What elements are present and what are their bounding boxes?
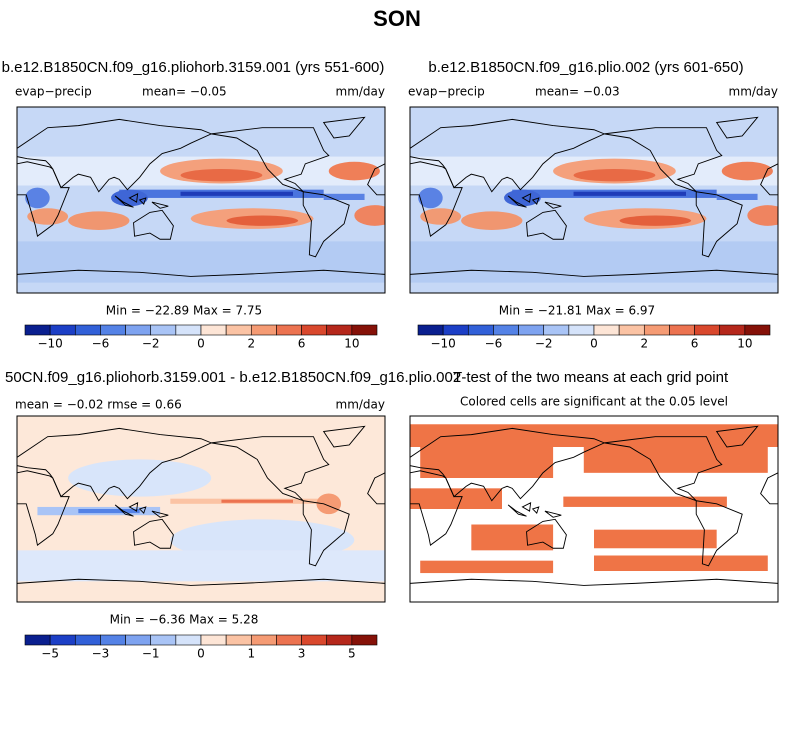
colorbar-box — [49, 634, 76, 646]
colorbar-box — [24, 324, 51, 336]
map-field — [17, 416, 385, 602]
colorbar-label: 6 — [691, 337, 699, 351]
colorbar-box — [74, 324, 101, 336]
colorbar-box — [568, 324, 595, 336]
stats-label: mean= −0.05 — [142, 85, 227, 99]
colorbar-box — [351, 324, 378, 336]
colorbar-label: 0 — [197, 337, 205, 351]
map — [17, 107, 385, 293]
colorbar-box — [326, 324, 353, 336]
variable-label: evap−precip — [408, 85, 485, 99]
colorbar-box — [175, 324, 202, 336]
colorbar-label: 5 — [348, 647, 356, 661]
units-label: mm/day — [729, 85, 779, 99]
colorbar-box — [100, 634, 126, 646]
colorbar-box — [74, 634, 101, 646]
colorbar-label: 3 — [298, 647, 306, 661]
range-label: Min = −22.89 Max = 7.75 — [106, 304, 262, 318]
colorbar-label: −6 — [485, 337, 503, 351]
colorbar-box — [276, 634, 302, 646]
panel-title: b.e12.B1850CN.f09_g16.pliohorb.3159.001 … — [2, 59, 385, 76]
colorbar-box — [543, 324, 570, 336]
colorbar-label: 10 — [344, 337, 359, 351]
colorbar-box — [301, 324, 328, 336]
colorbar-box — [125, 634, 152, 646]
figure-title: SON — [373, 6, 421, 31]
colorbar-label: −10 — [430, 337, 455, 351]
map-frame — [409, 415, 779, 603]
colorbar-box — [150, 634, 177, 646]
map-field — [17, 107, 385, 293]
colorbar-box — [276, 324, 302, 336]
map — [410, 107, 778, 293]
colorbar-box — [351, 634, 378, 646]
colorbar-box — [250, 634, 277, 646]
colorbar-label: 1 — [247, 647, 255, 661]
panel-subtitle: Colored cells are significant at the 0.0… — [460, 395, 728, 409]
colorbar-box — [593, 324, 620, 336]
colorbar-box — [669, 324, 695, 336]
colorbar-label: 2 — [640, 337, 648, 351]
panel-title: 50CN.f09_g16.pliohorb.3159.001 - b.e12.B… — [5, 369, 461, 386]
colorbar-box — [467, 324, 494, 336]
map-field — [410, 107, 778, 293]
colorbar-label: 6 — [298, 337, 306, 351]
colorbar-box — [225, 324, 252, 336]
colorbar-label: −2 — [535, 337, 553, 351]
colorbar-box — [744, 324, 771, 336]
colorbar-box — [200, 634, 227, 646]
colorbar-box — [301, 634, 328, 646]
colorbar-box — [326, 634, 353, 646]
colorbar-label: 0 — [197, 647, 205, 661]
units-label: mm/day — [336, 85, 386, 99]
colorbar-label: 2 — [247, 337, 255, 351]
colorbar-label: −6 — [92, 337, 110, 351]
map — [410, 416, 778, 602]
colorbar-label: 0 — [590, 337, 598, 351]
colorbar-box — [175, 634, 202, 646]
range-label: Min = −21.81 Max = 6.97 — [499, 304, 655, 318]
colorbar-box — [24, 634, 51, 646]
colorbar-box — [694, 324, 721, 336]
colorbar-box — [225, 634, 252, 646]
colorbar-label: −2 — [142, 337, 160, 351]
units-label: mm/day — [336, 398, 386, 412]
variable-label: evap−precip — [15, 85, 92, 99]
map-frame — [409, 106, 779, 294]
colorbar-label: −5 — [41, 647, 59, 661]
stats-label: mean= −0.03 — [535, 85, 620, 99]
stats-label: mean = −0.02 rmse = 0.66 — [15, 398, 182, 412]
colorbar-label: 10 — [737, 337, 752, 351]
colorbar-box — [417, 324, 444, 336]
range-label: Min = −6.36 Max = 5.28 — [110, 613, 259, 627]
colorbar-box — [719, 324, 746, 336]
map — [17, 416, 385, 602]
colorbar-box — [200, 324, 227, 336]
panel-title: b.e12.B1850CN.f09_g16.plio.002 (yrs 601-… — [428, 59, 743, 76]
colorbar-box — [250, 324, 277, 336]
panel-title: T-test of the two means at each grid poi… — [453, 369, 729, 386]
colorbar-label: −3 — [92, 647, 110, 661]
colorbar-label: −10 — [37, 337, 62, 351]
colorbar-box — [100, 324, 126, 336]
colorbar-box — [618, 324, 645, 336]
map-frame — [16, 106, 386, 294]
colorbar-box — [643, 324, 670, 336]
colorbar-box — [518, 324, 545, 336]
map-field — [410, 416, 778, 602]
colorbar-label: −1 — [142, 647, 160, 661]
colorbar-box — [49, 324, 76, 336]
colorbar-box — [150, 324, 177, 336]
map-frame — [16, 415, 386, 603]
colorbar-box — [442, 324, 469, 336]
colorbar-box — [125, 324, 152, 336]
colorbar-box — [493, 324, 519, 336]
